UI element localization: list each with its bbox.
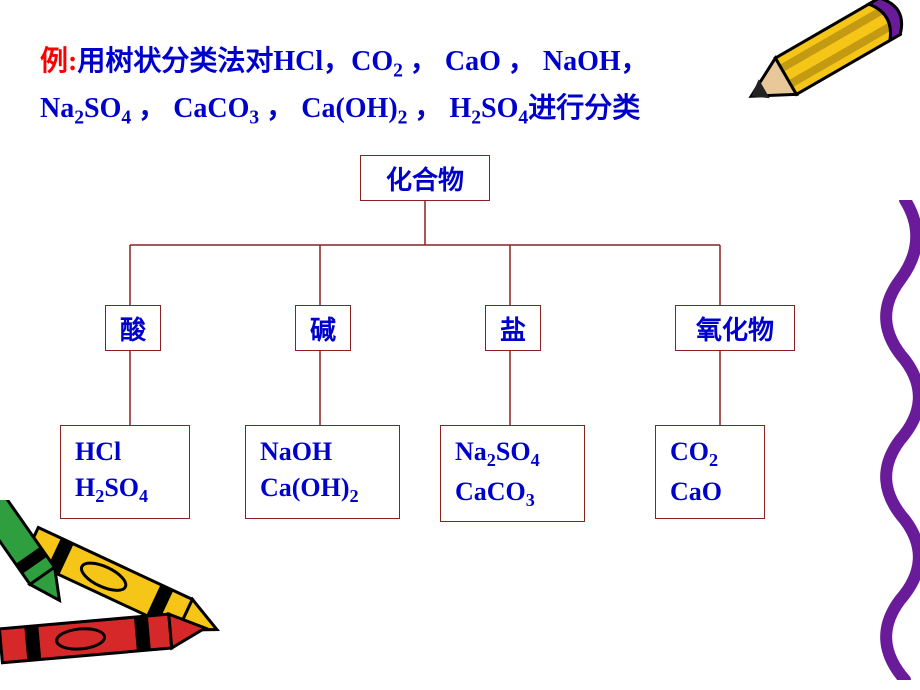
title-prefix: 例:: [40, 46, 77, 77]
category-node: 氧化物: [675, 305, 795, 351]
tree-diagram: 化合物 酸HClH2SO4碱NaOHCa(OH)2盐Na2SO4CaCO3氧化物…: [30, 145, 830, 515]
crayons-decoration-icon: [0, 500, 260, 680]
category-node: 碱: [295, 305, 351, 351]
leaf-node: NaOHCa(OH)2: [245, 425, 400, 519]
leaf-node: CO2CaO: [655, 425, 765, 519]
category-node: 盐: [485, 305, 541, 351]
pencil-decoration-icon: [732, 0, 920, 198]
wave-decoration-icon: [875, 200, 920, 680]
root-node: 化合物: [360, 155, 490, 201]
category-node: 酸: [105, 305, 161, 351]
example-title: 例:用树状分类法对HCl，CO2 ， CaO ， NaOH，Na2SO4 ， C…: [40, 40, 800, 134]
leaf-node: Na2SO4CaCO3: [440, 425, 585, 522]
title-text: 用树状分类法对HCl，CO2 ， CaO ， NaOH，Na2SO4 ， CaC…: [40, 46, 649, 124]
